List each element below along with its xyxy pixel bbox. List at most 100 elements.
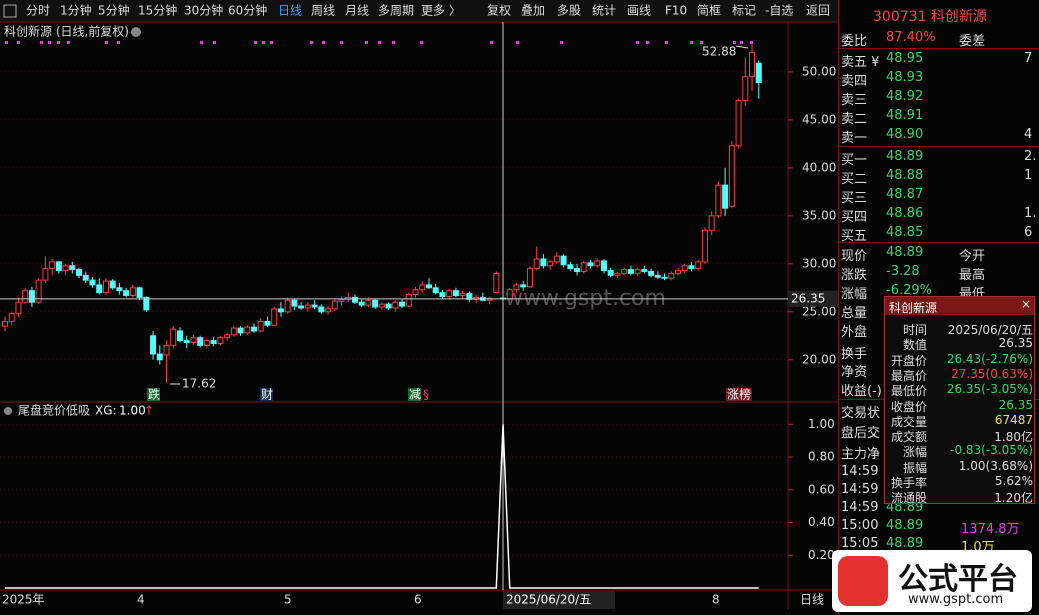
candle-body: [432, 287, 439, 294]
row-value: 7: [1024, 51, 1033, 66]
period-tab[interactable]: 周线: [311, 4, 335, 18]
indicator-line: [5, 424, 759, 589]
row-value: 1.: [1024, 206, 1037, 221]
row-label: 卖五 ¥: [841, 55, 880, 70]
row-label: 交易状: [841, 406, 881, 421]
tool-button[interactable]: 多股: [557, 4, 581, 18]
period-tab[interactable]: 30分钟: [184, 3, 223, 18]
row-value: 48.89: [886, 245, 924, 260]
popup-label: 最高价: [890, 368, 927, 383]
x-tick-label: 2025年: [2, 593, 45, 607]
candle-body: [35, 279, 42, 303]
event-marker-bg: [147, 388, 160, 401]
candle-body: [176, 330, 183, 342]
candle-body: [520, 284, 527, 288]
candle-body: [116, 287, 123, 292]
event-marker-bg: [726, 388, 752, 401]
candle-body: [419, 284, 426, 291]
event-marker-bg: [408, 388, 421, 401]
tool-button[interactable]: 简框: [697, 4, 721, 18]
candle-body: [715, 184, 722, 217]
period-tab[interactable]: 更多 〉: [421, 4, 461, 18]
tool-button[interactable]: 统计: [592, 4, 616, 18]
popup-label: 换手率: [890, 476, 927, 490]
signal-dot: [636, 41, 639, 44]
candle-body: [22, 290, 29, 303]
row-value: 48.92: [886, 89, 924, 104]
tool-button[interactable]: 叠加: [521, 4, 545, 18]
indicator-title: 尾盘竞价低吸: [18, 403, 90, 418]
tool-button[interactable]: F10: [665, 4, 687, 18]
row-value: 1374.8万: [961, 522, 1020, 537]
popup-value: 26.35(-3.05%): [946, 382, 1033, 397]
high-arrow: [735, 45, 749, 49]
row-label: 14:59: [841, 482, 879, 497]
settings-icon[interactable]: [131, 27, 141, 37]
y-tick-label: 0.60: [808, 482, 835, 496]
period-tab[interactable]: 60分钟: [228, 3, 267, 18]
row-divider: [839, 242, 1039, 243]
tool-button[interactable]: 复权: [487, 4, 511, 18]
popup-label: 涨幅: [902, 445, 927, 460]
legend-name: XG:: [95, 404, 117, 418]
candle-body: [102, 280, 109, 294]
popup-label: 数值: [902, 338, 927, 353]
y-tick-label: 0.40: [808, 515, 835, 529]
candle-body: [143, 296, 150, 311]
popup-label: 时间: [902, 323, 927, 337]
tool-button[interactable]: 画线: [627, 4, 651, 18]
y-tick-label: 1.00: [808, 417, 835, 431]
period-tab[interactable]: 分时: [26, 4, 50, 18]
row-value: 4: [1024, 127, 1033, 142]
tool-button[interactable]: -自选: [765, 4, 793, 18]
row-label: 买二: [841, 172, 868, 187]
event-marker: 财: [261, 388, 273, 402]
high-label: 52.88: [702, 45, 736, 59]
candle-body: [399, 301, 406, 307]
y-tick-label: 40.00: [802, 160, 836, 174]
tool-button[interactable]: 标记: [732, 4, 756, 18]
settings-icon[interactable]: [4, 407, 12, 415]
tool-button[interactable]: 返回: [806, 4, 830, 18]
event-marker: §: [423, 388, 429, 402]
row-value: 87.40%: [886, 30, 936, 45]
candle-body: [708, 215, 715, 231]
candle-body: [257, 320, 264, 332]
x-tick-label: 4: [137, 593, 145, 607]
row-value: -6.29%: [886, 283, 932, 298]
period-tab[interactable]: 5分钟: [98, 3, 130, 18]
popup-value: 5.62%: [994, 474, 1033, 488]
period-tab[interactable]: 15分钟: [138, 3, 177, 18]
row-value: 2.: [1024, 149, 1037, 164]
row-label: 14:59: [841, 464, 879, 479]
candle-body: [190, 337, 197, 344]
row-label: 15:00: [841, 518, 879, 533]
candle-body: [547, 261, 554, 267]
candle-body: [28, 290, 35, 303]
candle-body: [668, 272, 675, 279]
candle-body: [533, 258, 540, 270]
period-tab[interactable]: 日线: [278, 4, 302, 18]
row-label: 卖一: [841, 131, 868, 146]
row-label: 买四: [841, 210, 868, 225]
row-label: 总量: [841, 306, 868, 321]
signal-dot: [733, 41, 736, 44]
candle-body: [621, 269, 628, 274]
period-tab[interactable]: 月线: [345, 4, 369, 18]
period-tab[interactable]: 1分钟: [60, 3, 92, 18]
candle-body: [567, 264, 574, 270]
popup-value: 1.00(3.68%): [958, 458, 1033, 473]
menu-icon[interactable]: [3, 4, 17, 18]
y-tick-label: 25.00: [802, 304, 836, 318]
signal-dot: [270, 41, 273, 44]
signal-dot: [67, 41, 70, 44]
row-value: 48.88: [886, 168, 924, 183]
signal-dot: [365, 41, 368, 44]
signal-dot: [740, 41, 743, 44]
row-label: 收益(-): [841, 384, 882, 399]
row-label: 主力净: [841, 447, 881, 462]
candle-body: [600, 260, 607, 272]
row-label: 15:05: [841, 536, 879, 551]
period-tab[interactable]: 多周期: [378, 4, 414, 18]
